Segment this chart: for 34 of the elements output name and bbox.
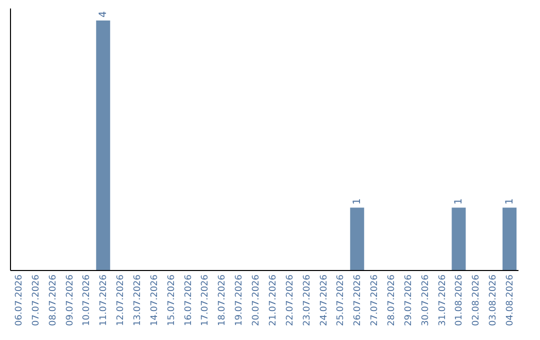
x-tick-label: 04.08.2026: [506, 274, 516, 326]
x-tick-label: 15.07.2026: [166, 274, 177, 326]
x-tick-label: 28.07.2026: [387, 274, 397, 326]
x-tick-label: 10.07.2026: [82, 274, 92, 326]
x-tick-label: 02.08.2026: [472, 274, 482, 326]
x-tick-label: 18.07.2026: [218, 274, 228, 326]
x-tick-label: 24.07.2026: [319, 274, 330, 326]
data-label: 1: [504, 198, 516, 205]
x-tick-label: 03.08.2026: [488, 274, 499, 326]
x-tick-label: 31.07.2026: [438, 274, 448, 326]
x-tick-label: 11.07.2026: [99, 274, 110, 326]
x-tick-label: 30.07.2026: [420, 274, 431, 326]
x-tick-label: 22.07.2026: [285, 274, 296, 326]
x-tick-label: 09.07.2026: [65, 274, 76, 326]
x-tick-label: 01.08.2026: [454, 274, 465, 326]
x-tick-label: 26.07.2026: [353, 274, 364, 326]
x-tick-label: 21.07.2026: [268, 274, 278, 326]
data-label: 4: [98, 11, 110, 18]
x-tick-label: 23.07.2026: [302, 274, 312, 326]
x-tick-label: 06.07.2026: [14, 274, 24, 326]
x-tick-label: 19.07.2026: [234, 274, 245, 326]
x-tick-label: 14.07.2026: [150, 274, 160, 326]
data-label: 1: [454, 198, 465, 205]
data-label: 1: [352, 198, 364, 205]
x-tick-label: 07.07.2026: [31, 274, 42, 326]
x-tick-label: 13.07.2026: [133, 274, 143, 326]
x-tick-label: 20.07.2026: [252, 274, 262, 326]
x-tick-label: 27.07.2026: [370, 274, 380, 326]
x-tick-label: 08.07.2026: [48, 274, 58, 326]
x-tick-label: 25.07.2026: [336, 274, 346, 326]
x-tick-label: 17.07.2026: [200, 274, 211, 326]
x-tick-label: 12.07.2026: [116, 274, 126, 326]
x-tick-label: 16.07.2026: [184, 274, 194, 326]
x-tick-label: 29.07.2026: [404, 274, 414, 326]
